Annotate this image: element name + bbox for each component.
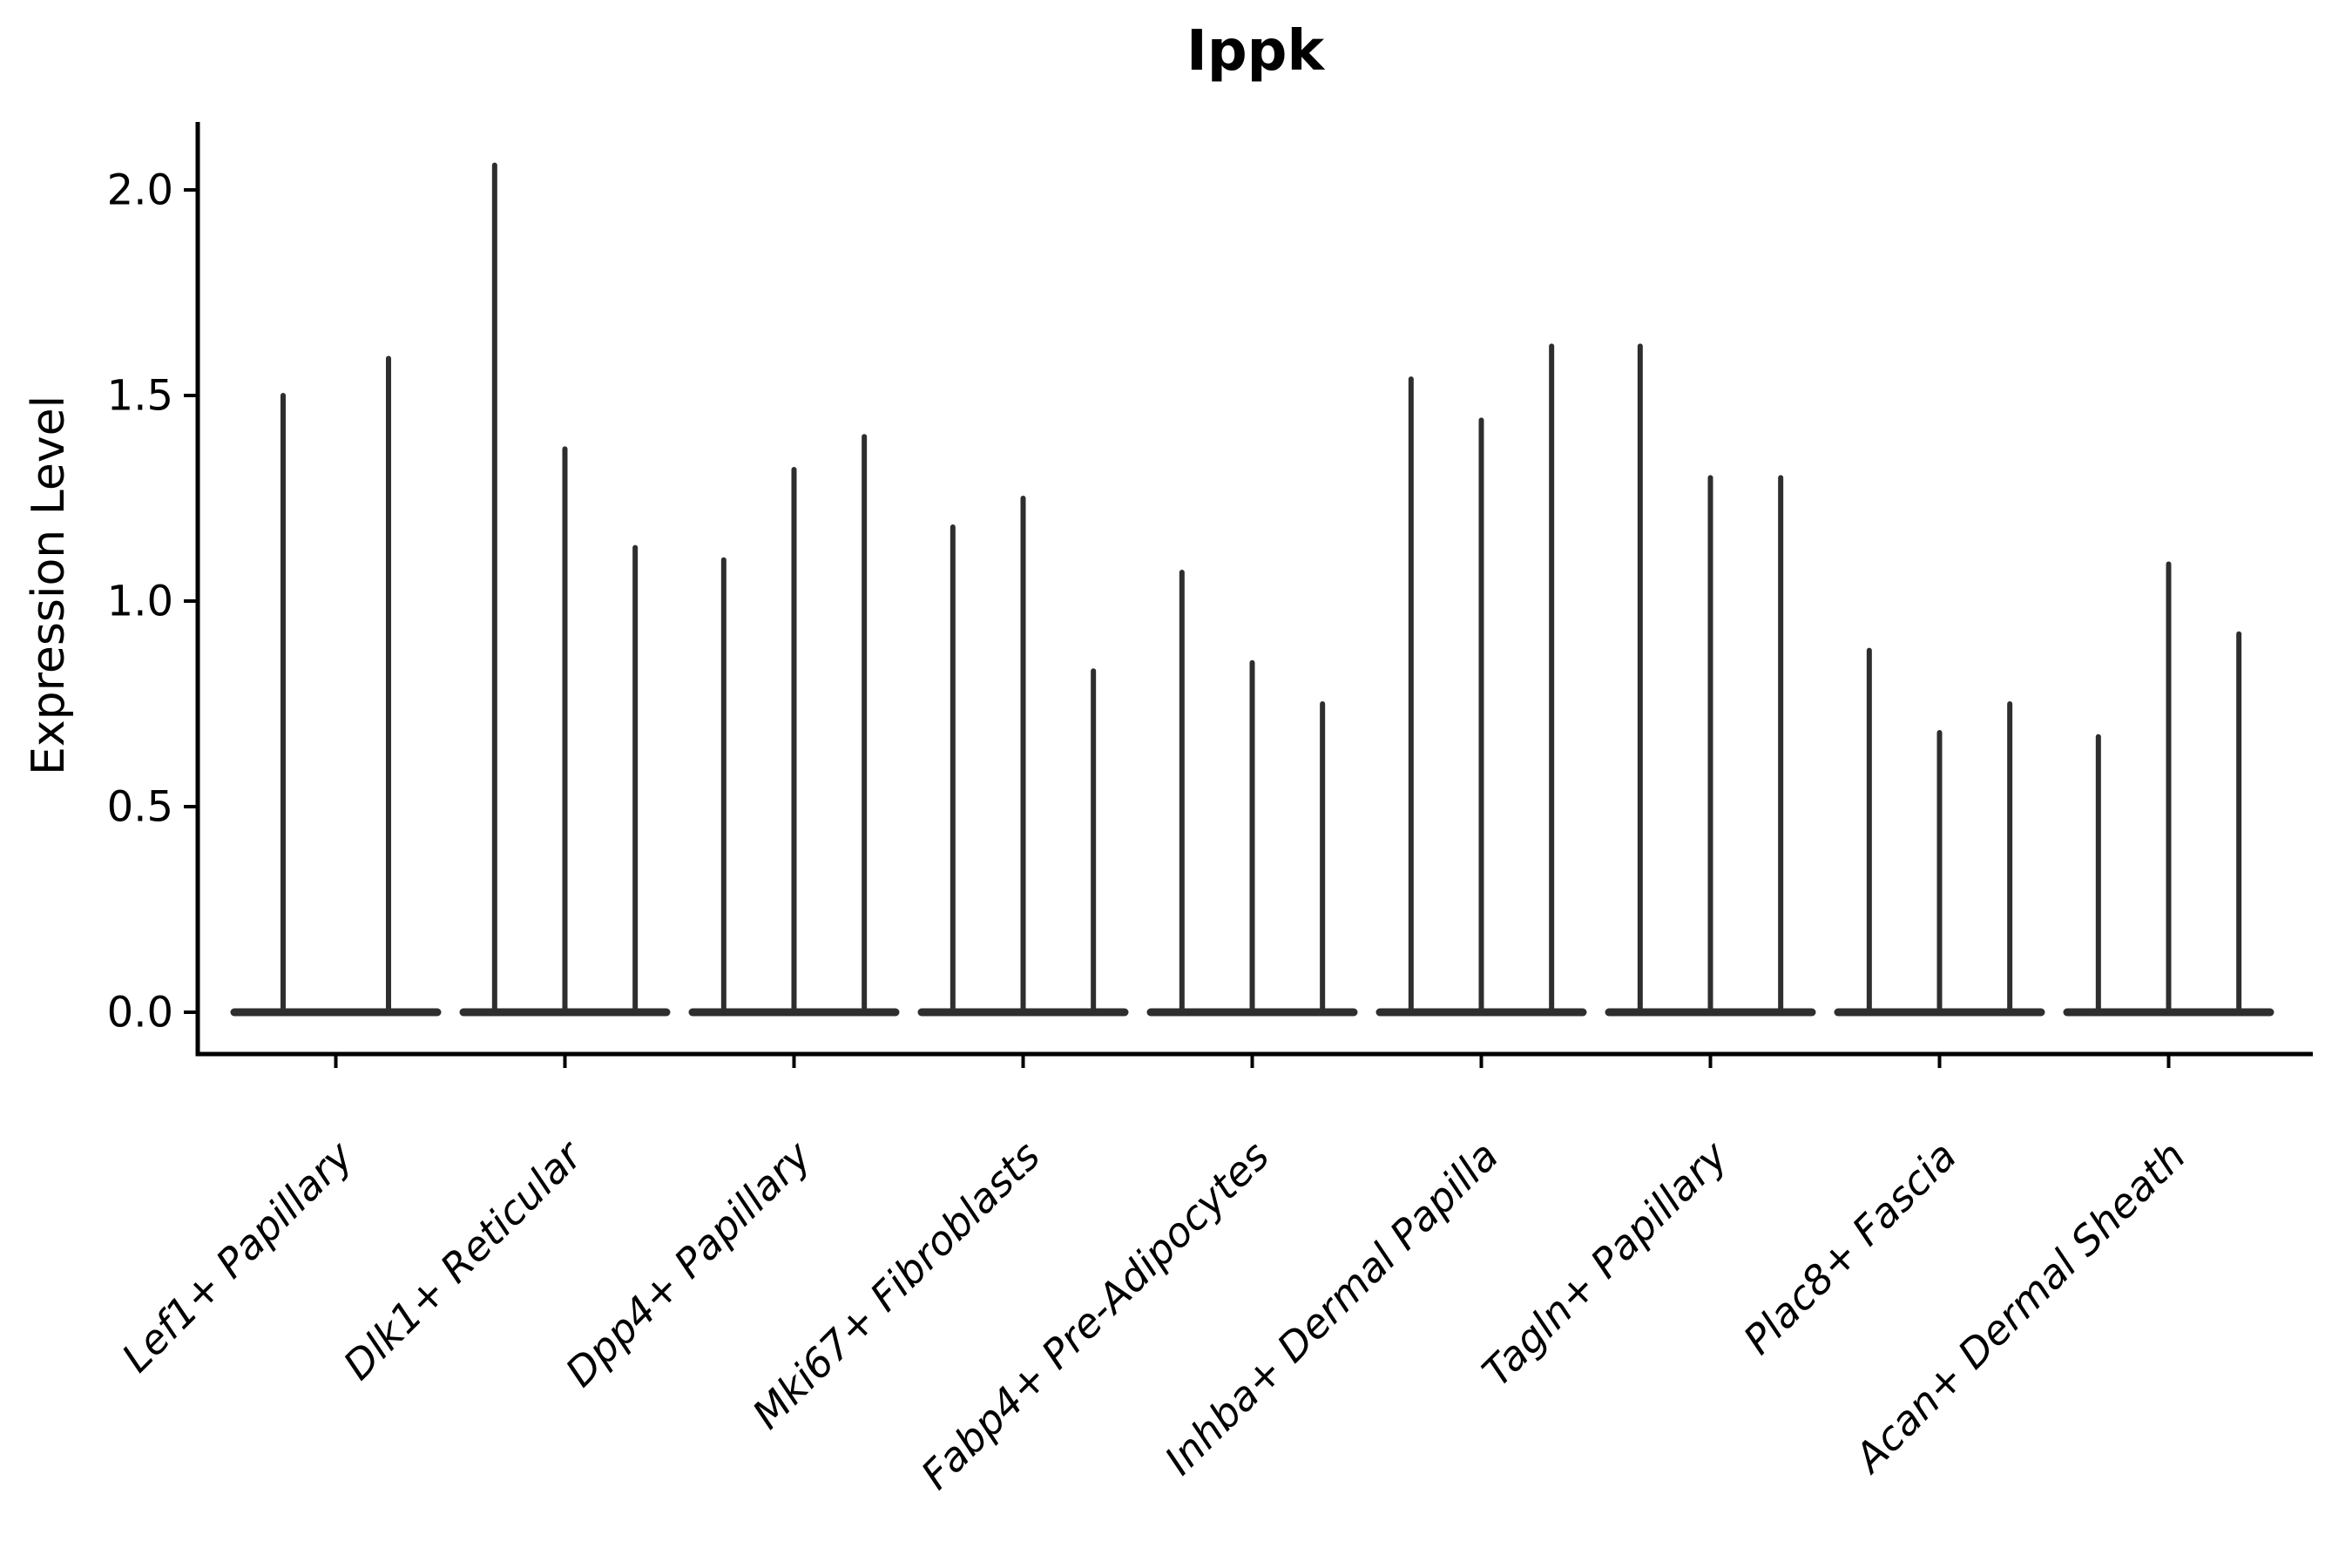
y-tick-label: 1.5 [107, 371, 173, 420]
category-label: Dpp4+ Papillary [557, 1132, 821, 1396]
y-tick-label: 0.0 [107, 988, 173, 1037]
category-label: Plac8+ Fascia [1734, 1132, 1965, 1363]
y-axis-label: Expression Level [23, 395, 75, 776]
violin-baseline [230, 1008, 442, 1017]
category-label: Lef1+ Papillary [112, 1132, 362, 1381]
category-label: Tagln+ Papillary [1473, 1132, 1737, 1396]
y-tick-label: 1.0 [107, 577, 173, 625]
y-tick-label: 2.0 [107, 166, 173, 214]
category-label: Dlk1+ Reticular [335, 1130, 593, 1389]
y-tick-label: 0.5 [107, 782, 173, 831]
chart-title: Ippk [1186, 19, 1324, 84]
